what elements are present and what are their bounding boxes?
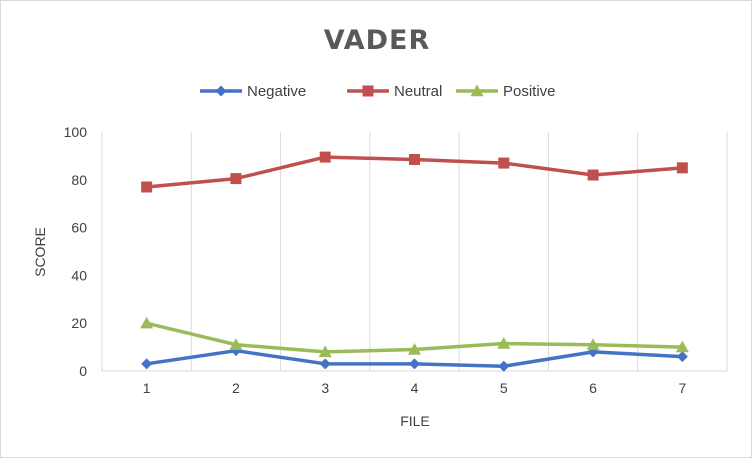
y-axis-label: SCORE [32, 227, 48, 277]
data-point-negative [141, 358, 153, 370]
x-tick-label: 5 [500, 380, 508, 396]
data-point-negative [319, 358, 331, 370]
y-tick-label: 60 [71, 220, 87, 236]
data-point-negative [498, 360, 510, 372]
series-group [140, 151, 689, 372]
x-axis-ticks: 1 2 3 4 5 6 7 [143, 380, 687, 396]
data-point-positive [408, 342, 421, 355]
chart-title: VADER [324, 25, 431, 56]
x-tick-label: 6 [589, 380, 597, 396]
data-point-neutral [676, 162, 688, 174]
x-tick-label: 4 [411, 380, 419, 396]
x-tick-label: 1 [143, 380, 151, 396]
series-neutral [141, 151, 688, 193]
legend-label: Neutral [394, 83, 442, 100]
data-point-positive [586, 338, 600, 350]
series-positive [140, 316, 689, 358]
data-point-neutral [409, 153, 420, 165]
data-point-positive [675, 340, 689, 353]
x-tick-label: 3 [321, 380, 329, 396]
data-point-neutral [587, 169, 599, 181]
legend: Negative Neutral Positive [200, 83, 556, 100]
legend-marker [362, 85, 374, 97]
data-point-neutral [498, 157, 510, 169]
legend-item-positive: Positive [456, 83, 556, 100]
data-point-negative [409, 358, 420, 370]
data-point-positive [140, 316, 154, 329]
y-tick-label: 20 [71, 315, 87, 331]
y-tick-label: 0 [79, 363, 87, 379]
legend-marker [215, 85, 227, 97]
legend-item-negative: Negative [200, 83, 306, 100]
data-point-positive [497, 337, 511, 349]
legend-label: Positive [503, 83, 556, 100]
data-point-positive [318, 345, 332, 358]
legend-item-neutral: Neutral [347, 83, 442, 100]
data-point-positive [229, 338, 243, 350]
data-point-neutral [230, 173, 242, 185]
y-tick-label: 40 [71, 267, 87, 283]
x-tick-label: 2 [232, 380, 240, 396]
data-point-neutral [319, 151, 331, 163]
legend-marker [470, 84, 484, 97]
data-point-negative [676, 351, 688, 363]
y-axis-ticks: 0 20 40 60 80 100 [64, 124, 88, 379]
x-axis-label: FILE [400, 413, 430, 429]
x-tick-label: 7 [678, 380, 686, 396]
legend-label: Negative [247, 83, 306, 100]
data-point-neutral [141, 181, 153, 193]
y-tick-label: 80 [71, 172, 87, 188]
y-tick-label: 100 [64, 124, 88, 140]
